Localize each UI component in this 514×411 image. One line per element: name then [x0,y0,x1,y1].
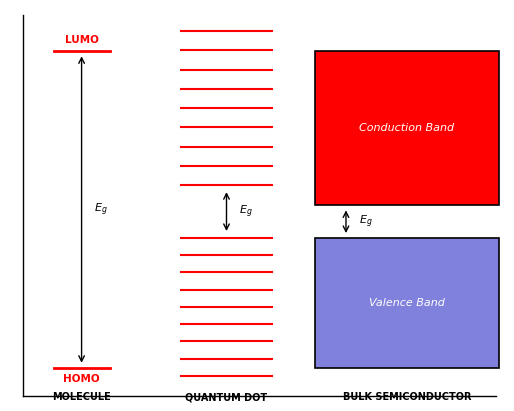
Text: MOLECULE: MOLECULE [52,392,111,402]
Text: LUMO: LUMO [65,35,99,45]
Text: QUANTUM DOT: QUANTUM DOT [186,392,268,402]
Text: BULK SEMICONDUCTOR: BULK SEMICONDUCTOR [343,392,471,402]
Text: Valence Band: Valence Band [369,298,445,308]
Text: $E_g$: $E_g$ [239,203,253,220]
Bar [316,51,499,206]
Text: $E_g$: $E_g$ [359,214,372,230]
Text: $E_g$: $E_g$ [94,201,108,218]
Text: Conduction Band: Conduction Band [359,123,454,134]
Bar [316,238,499,368]
Text: HOMO: HOMO [63,374,100,384]
